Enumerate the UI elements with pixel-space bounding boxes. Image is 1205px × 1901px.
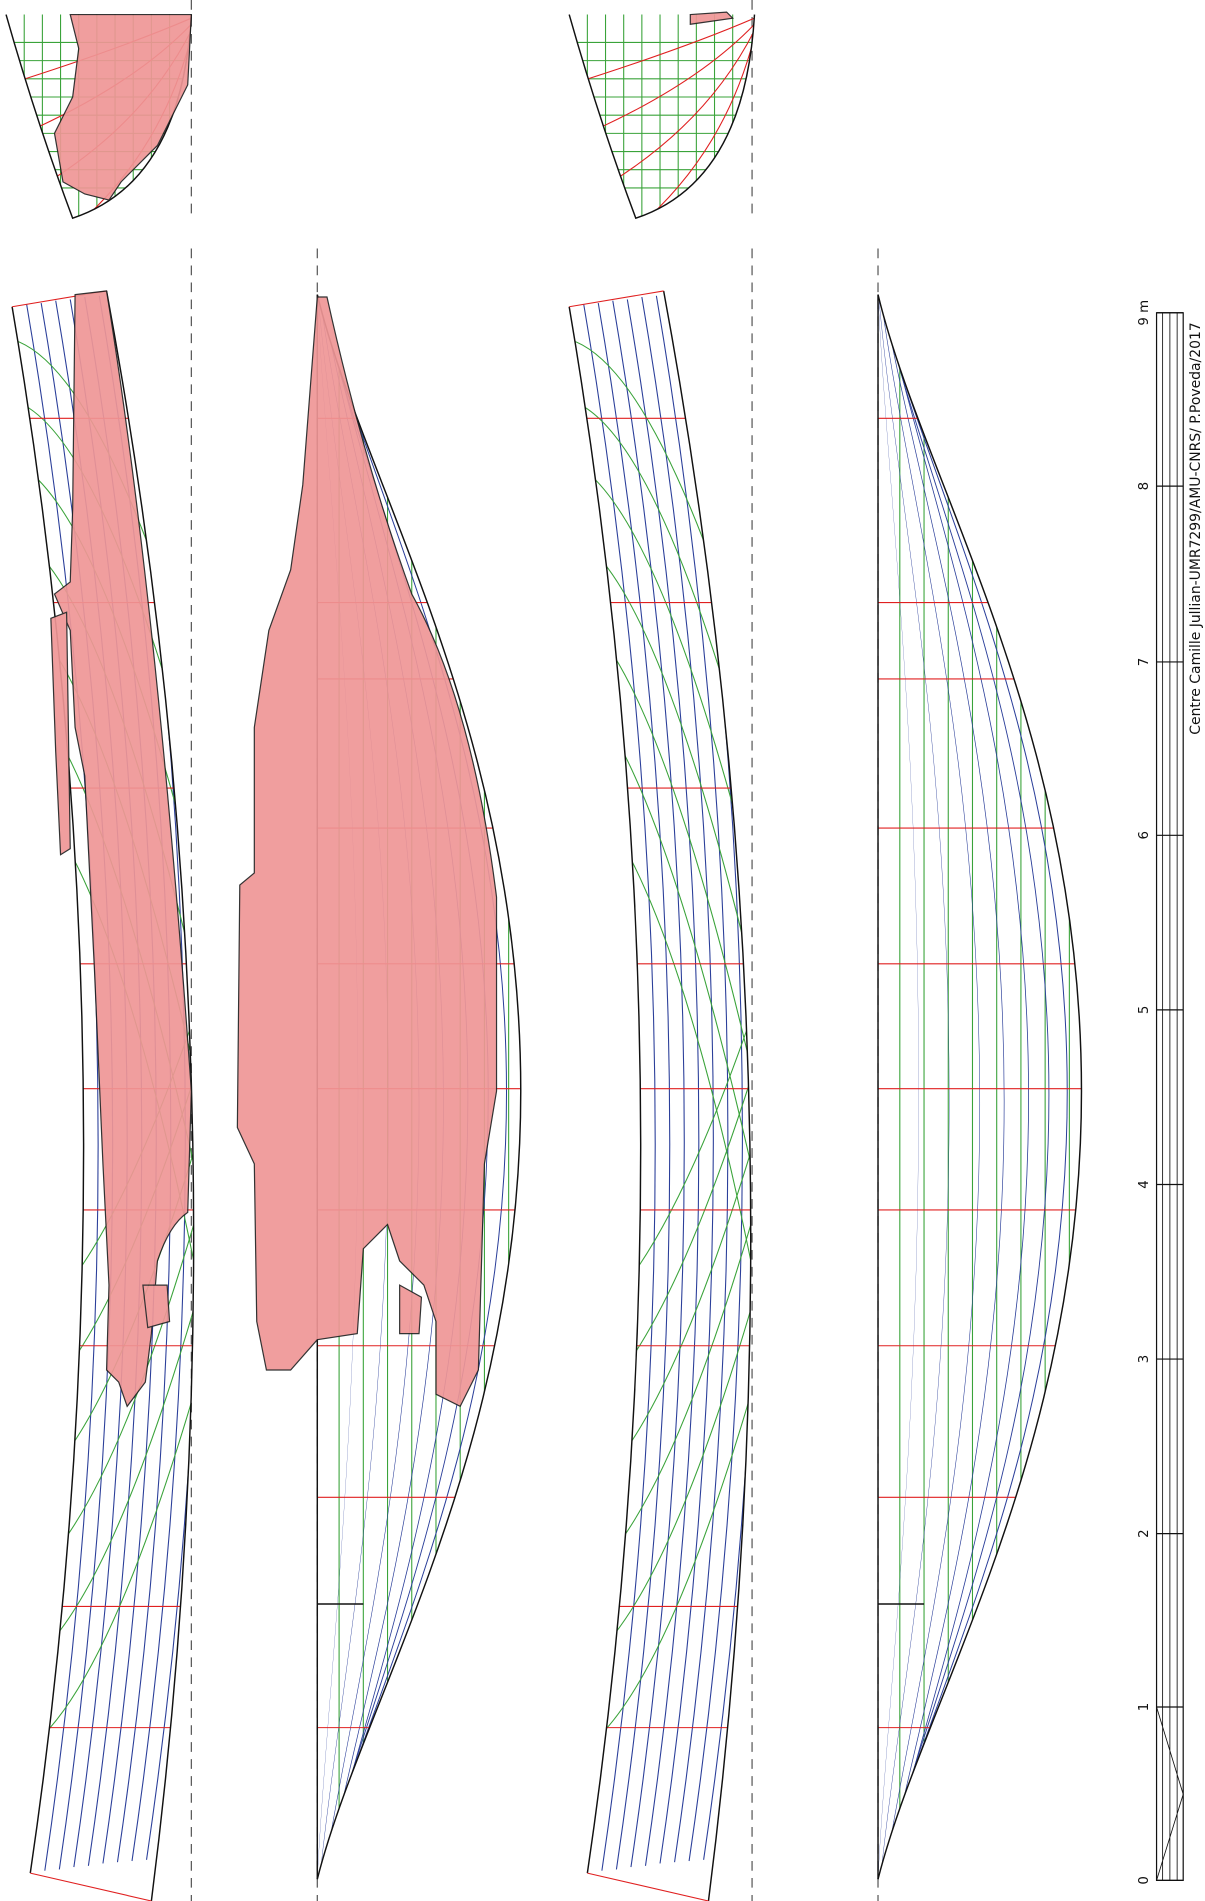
scale-label: 3 (1137, 1355, 1152, 1363)
section-view (563, 15, 757, 219)
scale-label: 2 (1137, 1529, 1152, 1537)
scale-label: 5 (1137, 1006, 1152, 1014)
scale-label: 8 (1137, 482, 1152, 490)
hull-view (878, 265, 1094, 1901)
scale-bar: 0 1 2 3 4 5 6 7 8 9 m (1137, 300, 1184, 1885)
scale-label: 0 (1137, 1876, 1152, 1884)
centerline (190, 0, 879, 1901)
scale-label: 7 (1137, 658, 1152, 666)
scale-label: 4 (1137, 1180, 1152, 1188)
credit: Centre Camille Jullian-UMR7299/AMU-CNRS/… (1188, 322, 1204, 734)
hull-view (557, 291, 763, 1901)
scale-label: 1 (1137, 1703, 1152, 1711)
preserved-remains (50, 11, 734, 1408)
scale-label: 9 m (1137, 300, 1152, 326)
scale-label: 6 (1137, 831, 1152, 839)
